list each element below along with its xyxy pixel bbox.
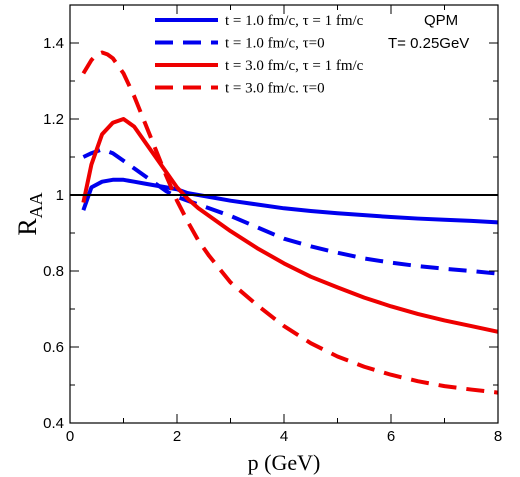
series-line-1	[82, 147, 498, 276]
x-tick-label: 8	[494, 428, 502, 445]
ticks-layer	[69, 4, 499, 424]
legend-label-2: t = 3.0 fm/c, τ = 1 fm/c	[225, 58, 364, 74]
legend-label-0: t = 1.0 fm/c, τ = 1 fm/c	[225, 13, 364, 29]
y-tick-label: 0.4	[43, 415, 64, 432]
annotation-model: QPM	[424, 12, 458, 29]
y-tick-label: 0.8	[43, 263, 64, 280]
y-axis-title-main: R	[13, 218, 42, 236]
y-axis-title-sub: AA	[26, 192, 46, 218]
y-tick-label: 1.2	[43, 111, 64, 128]
y-tick-label: 0.6	[43, 339, 64, 356]
x-tick-label: 6	[387, 428, 395, 445]
legend-label-1: t = 1.0 fm/c, τ=0	[225, 36, 325, 52]
y-axis-title: RAA	[13, 192, 46, 235]
annotation-temperature: T= 0.25GeV	[388, 35, 469, 52]
legend-label-3: t = 3.0 fm/c. τ=0	[225, 81, 325, 97]
legend: t = 1.0 fm/c, τ = 1 fm/c t = 1.0 fm/c, τ=…	[155, 13, 364, 97]
x-axis-title: p (GeV)	[248, 450, 321, 475]
tick-labels-layer: 0 2 4 6 8 0.4 0.6 0.8 1 1.2 1.4	[43, 35, 502, 445]
series-line-3	[81, 50, 498, 395]
x-tick-label: 0	[66, 428, 74, 445]
series-layer	[81, 50, 498, 395]
series-line-0	[81, 177, 498, 225]
x-tick-label: 4	[280, 428, 288, 445]
series-line-2	[81, 117, 498, 334]
y-tick-label: 1	[56, 187, 64, 204]
x-tick-label: 2	[173, 428, 181, 445]
y-tick-label: 1.4	[43, 35, 64, 52]
